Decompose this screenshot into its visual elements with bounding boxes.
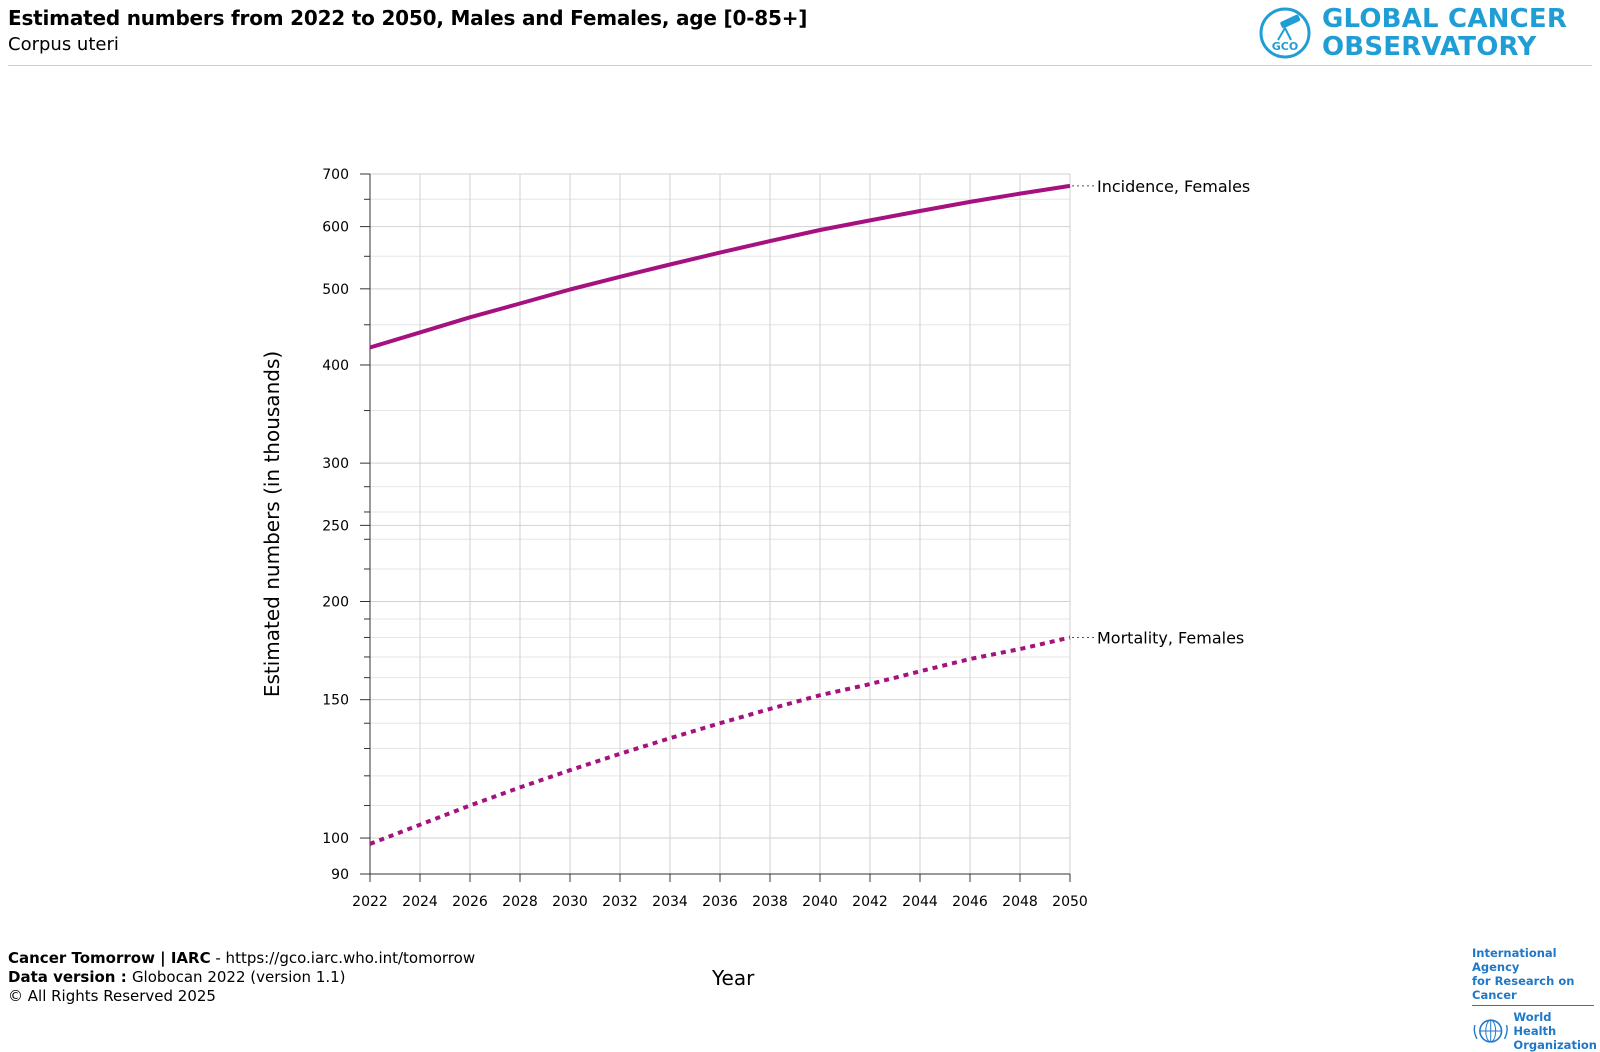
x-tick-label: 2050 <box>1052 894 1088 910</box>
header-divider <box>8 65 1592 66</box>
chart-subtitle: Corpus uteri <box>8 34 119 55</box>
y-tick-label: 300 <box>322 456 349 472</box>
x-tick-label: 2024 <box>402 894 438 910</box>
footer-version-value: Globocan 2022 (version 1.1) <box>131 968 346 986</box>
footer-source-label: Cancer Tomorrow | IARC <box>8 949 211 967</box>
footer-source: Cancer Tomorrow | IARC - https://gco.iar… <box>8 949 475 967</box>
x-tick-label: 2044 <box>902 894 938 910</box>
series-label: Incidence, Females <box>1097 177 1250 196</box>
x-tick-label: 2036 <box>702 894 738 910</box>
x-tick-label: 2048 <box>1002 894 1038 910</box>
iarc-line1: International Agency <box>1472 946 1557 974</box>
iarc-line2: for Research on Cancer <box>1472 974 1575 1002</box>
x-tick-label: 2030 <box>552 894 588 910</box>
y-tick-label: 600 <box>322 220 349 236</box>
x-tick-label: 2034 <box>652 894 688 910</box>
gco-logo-line2: OBSERVATORY <box>1322 32 1537 62</box>
gco-logo-line1: GLOBAL CANCER <box>1322 4 1568 34</box>
footer-source-url[interactable]: - https://gco.iarc.who.int/tomorrow <box>210 949 476 967</box>
y-tick-label: 150 <box>322 693 349 709</box>
x-tick-label: 2022 <box>352 894 388 910</box>
y-tick-label: 400 <box>322 358 349 374</box>
y-tick-label: 700 <box>322 167 349 183</box>
who-line2: Organization <box>1513 1038 1597 1052</box>
x-tick-label: 2038 <box>752 894 788 910</box>
x-tick-label: 2028 <box>502 894 538 910</box>
who-emblem-icon <box>1473 1019 1508 1043</box>
x-axis-title: Year <box>712 966 755 990</box>
gco-logo: GCO GLOBAL CANCER OBSERVATORY <box>1258 4 1598 62</box>
x-tick-label: 2040 <box>802 894 838 910</box>
y-tick-label: 500 <box>322 282 349 298</box>
y-axis-title: Estimated numbers (in thousands) <box>260 351 284 697</box>
y-tick-label: 100 <box>322 831 349 847</box>
x-tick-label: 2046 <box>952 894 988 910</box>
y-tick-label: 200 <box>322 595 349 611</box>
line-chart: 90 100 150 200 250 300 400 500 600 700 2022 2024 202… <box>260 167 1250 910</box>
who-line1: World Health <box>1513 1010 1557 1038</box>
series-line-mortality <box>369 635 1071 846</box>
iarc-who-logo: International Agency for Research on Can… <box>1472 946 1597 1052</box>
who-logo: World Health Organization <box>1472 1010 1597 1052</box>
x-tick-label: 2032 <box>602 894 638 910</box>
y-tick-label: 90 <box>331 867 349 883</box>
footer-copyright: © All Rights Reserved 2025 <box>8 987 216 1005</box>
series-label: Mortality, Females <box>1097 628 1244 647</box>
gco-badge-text: GCO <box>1272 40 1298 53</box>
x-tick-label: 2042 <box>852 894 888 910</box>
y-tick-label: 250 <box>322 518 349 534</box>
x-tick-label: 2026 <box>452 894 488 910</box>
chart-title: Estimated numbers from 2022 to 2050, Mal… <box>8 6 808 30</box>
series-line-incidence <box>369 183 1071 350</box>
telescope-icon: GCO <box>1259 7 1311 59</box>
footer-version-label: Data version : <box>8 968 132 986</box>
iarc-divider <box>1472 1005 1594 1006</box>
footer-version: Data version : Globocan 2022 (version 1.… <box>8 968 346 986</box>
